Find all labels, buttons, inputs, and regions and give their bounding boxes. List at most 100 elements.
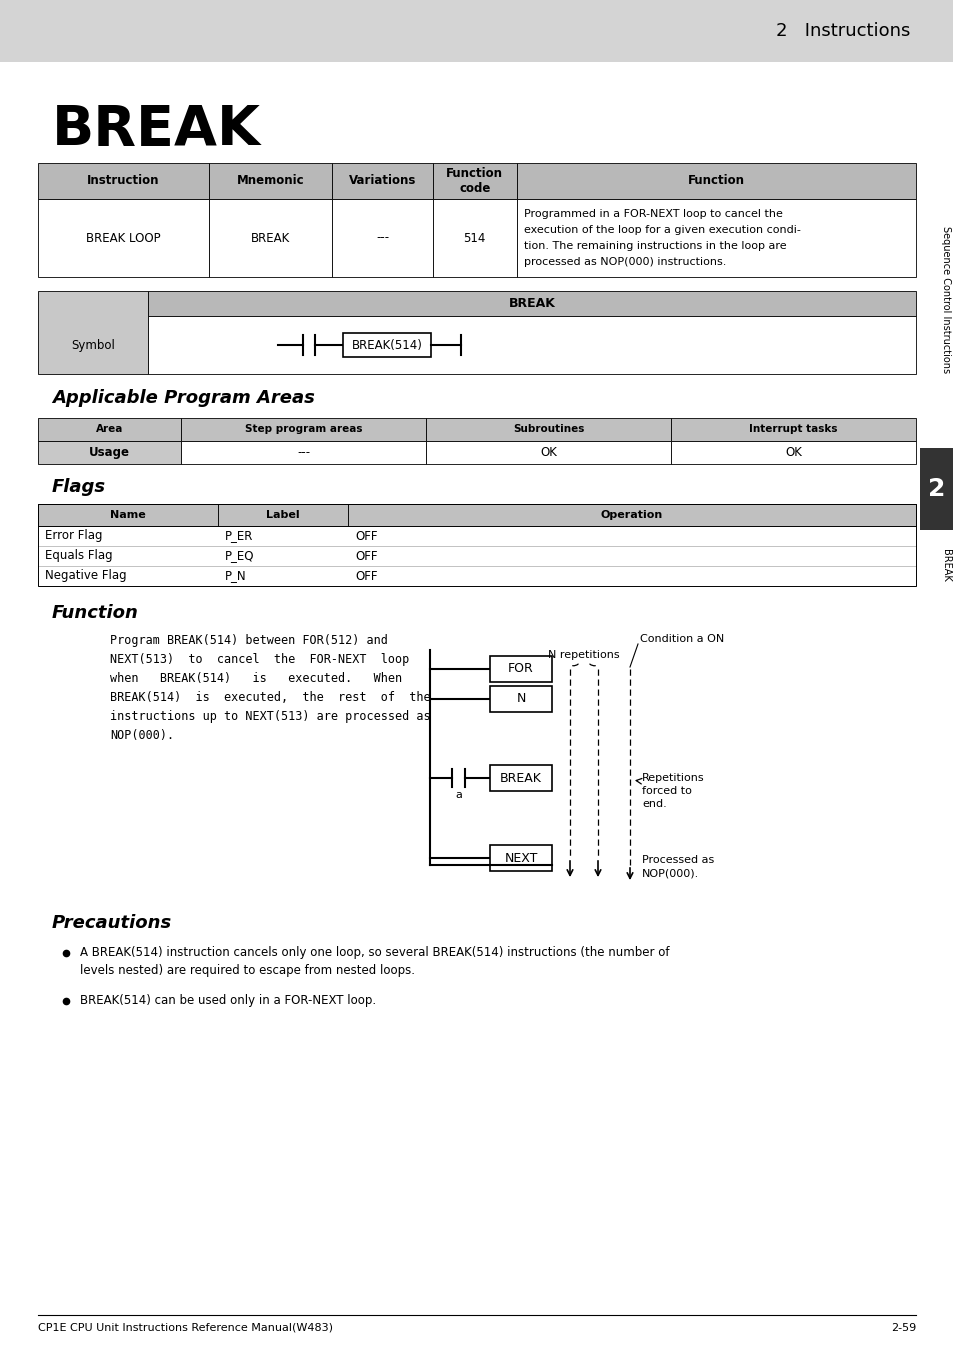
Text: tion. The remaining instructions in the loop are: tion. The remaining instructions in the …	[523, 242, 785, 251]
Bar	[181, 418, 426, 441]
Bar	[209, 198, 332, 277]
Bar	[348, 545, 915, 566]
Text: Usage: Usage	[89, 446, 130, 459]
Text: BREAK(514)  is  executed,  the  rest  of  the: BREAK(514) is executed, the rest of the	[110, 691, 430, 703]
Text: Symbol: Symbol	[71, 339, 114, 351]
Bar	[218, 526, 348, 545]
Text: Function: Function	[687, 174, 744, 188]
Text: Mnemonic: Mnemonic	[236, 174, 304, 188]
Text: Sequence Control Instructions: Sequence Control Instructions	[940, 227, 950, 374]
Text: processed as NOP(000) instructions.: processed as NOP(000) instructions.	[523, 256, 725, 267]
Text: when   BREAK(514)   is   executed.   When: when BREAK(514) is executed. When	[110, 672, 402, 684]
Text: OFF: OFF	[355, 549, 377, 563]
Bar	[38, 566, 218, 586]
Text: 2-59: 2-59	[890, 1323, 915, 1332]
Text: 514: 514	[463, 231, 485, 244]
Bar	[209, 163, 332, 198]
Text: Label: Label	[266, 510, 299, 520]
Bar	[218, 504, 348, 526]
Text: NEXT(513)  to  cancel  the  FOR-NEXT  loop: NEXT(513) to cancel the FOR-NEXT loop	[110, 653, 409, 666]
Text: Applicable Program Areas: Applicable Program Areas	[52, 389, 314, 406]
Text: BREAK(514) can be used only in a FOR-NEXT loop.: BREAK(514) can be used only in a FOR-NEX…	[80, 994, 375, 1007]
Bar	[433, 163, 516, 198]
Text: Area: Area	[95, 424, 123, 435]
Bar	[38, 418, 181, 441]
Bar	[332, 163, 433, 198]
Bar	[670, 418, 915, 441]
Text: A BREAK(514) instruction cancels only one loop, so several BREAK(514) instructio: A BREAK(514) instruction cancels only on…	[80, 946, 669, 958]
Text: Name: Name	[110, 510, 146, 520]
Text: Error Flag: Error Flag	[45, 529, 102, 543]
Bar	[38, 292, 148, 374]
Text: execution of the loop for a given execution condi-: execution of the loop for a given execut…	[523, 225, 800, 235]
Text: Processed as
NOP(000).: Processed as NOP(000).	[641, 855, 714, 879]
Bar	[332, 198, 433, 277]
Bar	[490, 765, 552, 791]
Text: Interrupt tasks: Interrupt tasks	[748, 424, 837, 435]
Bar	[490, 686, 552, 711]
Bar	[348, 566, 915, 586]
Text: P_ER: P_ER	[225, 529, 253, 543]
Text: BREAK(514): BREAK(514)	[352, 339, 422, 351]
Bar	[0, 0, 953, 62]
Text: Negative Flag: Negative Flag	[45, 570, 127, 582]
Bar	[218, 566, 348, 586]
Text: P_EQ: P_EQ	[225, 549, 254, 563]
Text: ---: ---	[375, 231, 389, 244]
Bar	[38, 198, 209, 277]
Text: NEXT: NEXT	[504, 852, 537, 864]
Text: BREAK LOOP: BREAK LOOP	[86, 231, 161, 244]
Bar	[348, 526, 915, 545]
Bar	[919, 448, 953, 531]
Bar	[343, 333, 431, 356]
Bar	[148, 316, 915, 374]
Bar	[38, 163, 209, 198]
Text: P_N: P_N	[225, 570, 247, 582]
Text: Subroutines: Subroutines	[513, 424, 583, 435]
Text: BREAK: BREAK	[52, 103, 261, 157]
Text: levels nested) are required to escape from nested loops.: levels nested) are required to escape fr…	[80, 964, 415, 977]
Bar	[426, 418, 670, 441]
Text: Instruction: Instruction	[88, 174, 160, 188]
Text: a: a	[455, 790, 461, 801]
Text: Equals Flag: Equals Flag	[45, 549, 112, 563]
Text: OK: OK	[784, 446, 801, 459]
Bar	[38, 545, 218, 566]
Bar	[38, 504, 218, 526]
Text: BREAK: BREAK	[499, 771, 541, 784]
Text: ---: ---	[296, 446, 310, 459]
Text: N: N	[516, 693, 525, 706]
Bar	[426, 441, 670, 464]
Text: Operation: Operation	[600, 510, 662, 520]
Bar	[218, 545, 348, 566]
Text: 2: 2	[927, 477, 944, 501]
Bar	[490, 845, 552, 871]
Text: Function: Function	[52, 603, 139, 622]
Text: Flags: Flags	[52, 478, 106, 495]
Text: N repetitions: N repetitions	[548, 649, 619, 660]
Text: OK: OK	[539, 446, 557, 459]
Bar	[348, 504, 915, 526]
Text: OFF: OFF	[355, 570, 377, 582]
Bar	[670, 441, 915, 464]
Text: Condition a ON: Condition a ON	[639, 634, 723, 644]
Text: FOR: FOR	[508, 663, 534, 675]
Bar	[516, 163, 915, 198]
Text: NOP(000).: NOP(000).	[110, 729, 174, 742]
Text: BREAK: BREAK	[251, 231, 290, 244]
Bar	[38, 441, 181, 464]
Text: OFF: OFF	[355, 529, 377, 543]
Text: Function
code: Function code	[446, 167, 503, 194]
Bar	[181, 441, 426, 464]
Text: Programmed in a FOR-NEXT loop to cancel the: Programmed in a FOR-NEXT loop to cancel …	[523, 209, 781, 219]
Text: Repetitions
forced to
end.: Repetitions forced to end.	[641, 774, 704, 810]
Text: Program BREAK(514) between FOR(512) and: Program BREAK(514) between FOR(512) and	[110, 634, 388, 647]
Text: 2   Instructions: 2 Instructions	[775, 22, 909, 40]
Bar	[516, 198, 915, 277]
Bar	[148, 292, 915, 316]
Bar	[38, 526, 218, 545]
Text: BREAK: BREAK	[508, 297, 555, 310]
Text: instructions up to NEXT(513) are processed as: instructions up to NEXT(513) are process…	[110, 710, 430, 724]
Bar	[490, 656, 552, 682]
Text: BREAK: BREAK	[940, 548, 950, 582]
